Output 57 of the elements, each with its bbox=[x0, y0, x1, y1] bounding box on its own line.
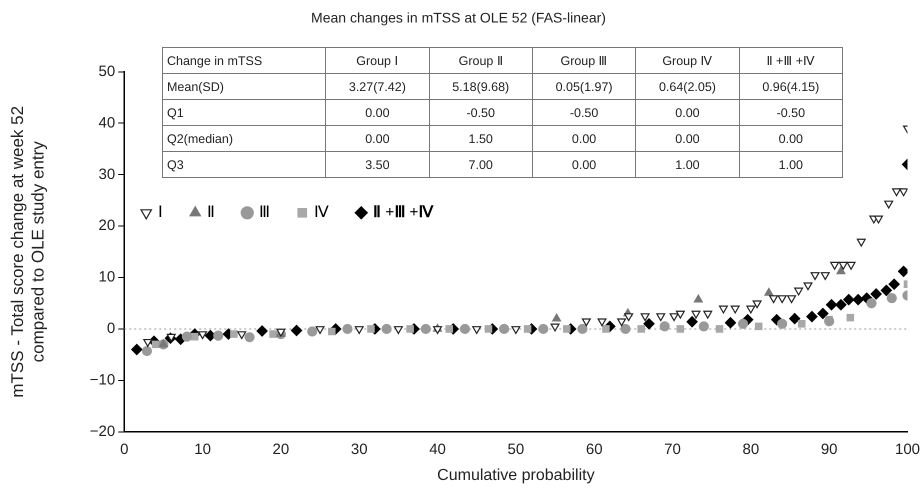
annotation: -0.50 bbox=[739, 100, 842, 126]
annotation: 0.96(4.15) bbox=[739, 74, 842, 100]
annotation: Mean(SD) bbox=[162, 74, 326, 100]
legend-label: Ⅱ +Ⅲ +Ⅳ bbox=[373, 204, 434, 221]
x-tick-label: 90 bbox=[820, 440, 838, 458]
annotation: Q3 bbox=[162, 152, 326, 178]
x-tick-label: 20 bbox=[272, 440, 290, 458]
annotation: 3.50 bbox=[326, 152, 430, 178]
annotation: 0.00 bbox=[636, 126, 740, 152]
annotation: Q2(median) bbox=[162, 126, 326, 152]
x-tick-label: 30 bbox=[350, 440, 368, 458]
legend-label: Ⅳ bbox=[314, 204, 330, 222]
x-tick-label: 50 bbox=[508, 440, 524, 458]
text: Change in mTSS bbox=[162, 48, 326, 74]
x-tick-label: 40 bbox=[429, 440, 446, 458]
annotation: -0.50 bbox=[429, 100, 532, 126]
x-tick-label: 70 bbox=[664, 440, 681, 458]
annotation: 5.18(9.68) bbox=[429, 74, 532, 100]
annotation: 0.00 bbox=[326, 100, 430, 126]
x-axis-title: Cumulative probability bbox=[437, 466, 595, 484]
y-tick-label: 30 bbox=[98, 166, 116, 183]
y-tick-label: 20 bbox=[98, 217, 116, 234]
text: Group Ⅲ bbox=[532, 48, 636, 74]
y-tick-label: 40 bbox=[98, 114, 116, 132]
annotation: 3.27(7.42) bbox=[326, 74, 430, 100]
annotation: 0.00 bbox=[326, 126, 430, 152]
y-tick-label: −10 bbox=[90, 372, 116, 389]
annotation: 1.00 bbox=[739, 152, 842, 178]
annotation: 7.00 bbox=[429, 152, 532, 178]
x-tick-label: 80 bbox=[742, 440, 760, 458]
annotation: 0.00 bbox=[532, 152, 636, 178]
text: Ⅱ +Ⅲ +Ⅳ bbox=[739, 48, 842, 74]
x-tick-label: 60 bbox=[586, 440, 603, 458]
legend-label: Ⅰ bbox=[158, 204, 164, 222]
text: Group Ⅱ bbox=[429, 48, 532, 74]
y-tick-label: 10 bbox=[98, 268, 116, 286]
legend-label: Ⅱ bbox=[207, 204, 216, 222]
annotation: 0.64(2.05) bbox=[636, 74, 740, 100]
annotation: Q1 bbox=[162, 100, 326, 126]
x-tick-label: 10 bbox=[194, 440, 211, 458]
y-tick-label: −20 bbox=[90, 422, 116, 440]
text: Group Ⅳ bbox=[636, 48, 740, 74]
annotation: 0.00 bbox=[739, 126, 842, 152]
annotation: 0.00 bbox=[532, 126, 636, 152]
y-tick-label: 50 bbox=[98, 62, 116, 80]
annotation: 0.00 bbox=[636, 100, 740, 126]
text: Group Ⅰ bbox=[326, 48, 430, 74]
annotation: -0.50 bbox=[532, 100, 636, 126]
annotation: 0.05(1.97) bbox=[532, 74, 636, 100]
chart-title: Mean changes in mTSS at OLE 52 (FAS-linear) bbox=[311, 9, 606, 26]
x-tick-label: 0 bbox=[120, 440, 128, 458]
annotation: 1.00 bbox=[636, 152, 740, 178]
legend-label: Ⅲ bbox=[259, 204, 270, 222]
y-tick-label: 0 bbox=[106, 320, 116, 338]
x-tick-label: 100 bbox=[894, 440, 920, 458]
y-axis-title: mTSS - Total score change at week 52 compared to OLE study entry bbox=[8, 106, 48, 398]
annotation: 1.50 bbox=[429, 126, 532, 152]
